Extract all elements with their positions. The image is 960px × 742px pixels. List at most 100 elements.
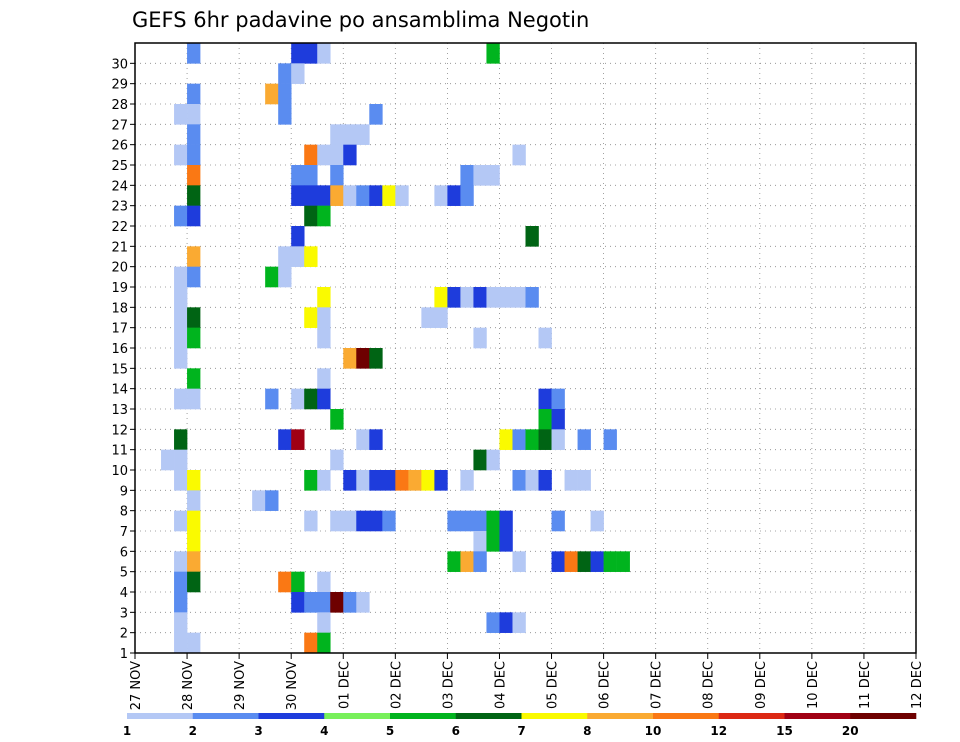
precip-cell	[278, 104, 292, 125]
precip-cell	[473, 551, 487, 572]
precip-cell	[317, 470, 331, 491]
precip-cell	[369, 510, 383, 532]
precip-cell	[187, 43, 201, 64]
precip-cell	[174, 551, 188, 572]
precip-cell	[291, 185, 305, 206]
precip-cell	[356, 510, 370, 532]
plot-area	[134, 42, 917, 654]
precip-cell	[278, 63, 292, 84]
precip-cell	[291, 571, 305, 593]
y-tick-label: 20	[111, 261, 128, 276]
precip-cell	[174, 205, 188, 227]
colorbar-label: 10	[645, 724, 662, 738]
precip-cell	[187, 185, 201, 206]
x-tick-label: 09 DEC	[754, 661, 769, 709]
precip-cell	[291, 43, 305, 64]
precip-cell	[317, 632, 331, 654]
precip-cell	[291, 592, 305, 613]
colorbar-swatch	[718, 713, 785, 719]
x-tick-label: 03 DEC	[441, 661, 456, 709]
precip-cell	[317, 205, 331, 227]
precip-cell	[499, 287, 513, 308]
y-tick-label: 24	[111, 179, 128, 194]
precip-cell	[187, 165, 201, 186]
precip-cell	[473, 327, 487, 349]
colorbar-label: 12	[710, 724, 727, 738]
precip-cell	[512, 612, 526, 633]
precip-cell	[434, 470, 448, 491]
colorbar-swatch	[192, 713, 259, 719]
precip-cell	[486, 449, 500, 471]
y-tick-label: 3	[120, 606, 128, 621]
precip-cell	[499, 429, 513, 450]
y-tick-label: 6	[120, 545, 128, 560]
x-tick-label: 07 DEC	[650, 661, 665, 709]
precip-cell	[551, 510, 565, 532]
x-tick-label: 30 NOV	[285, 661, 300, 710]
colorbar-swatch	[653, 713, 720, 719]
precip-cell	[512, 287, 526, 308]
precip-cell	[187, 632, 201, 654]
precip-cell	[291, 63, 305, 84]
precip-cell	[304, 470, 318, 491]
precip-cell	[551, 409, 565, 430]
x-tick-label: 29 NOV	[233, 661, 248, 710]
precip-cell	[265, 388, 279, 410]
precipitation-cells	[161, 43, 630, 654]
colorbar-swatch	[587, 713, 654, 719]
y-tick-label: 13	[111, 403, 128, 418]
colorbar-label: 1	[123, 724, 131, 738]
precip-cell	[330, 592, 344, 613]
y-tick-label: 27	[111, 118, 128, 133]
precip-cell	[187, 388, 201, 410]
precip-cell	[330, 409, 344, 430]
precip-cell	[317, 287, 331, 308]
precip-cell	[512, 429, 526, 450]
y-tick-label: 14	[111, 383, 128, 398]
precip-cell	[512, 551, 526, 572]
precip-cell	[486, 612, 500, 633]
x-axis-ticks: 27 NOV 28 NOV 29 NOV 30 NOV 01 DEC 02 DEC 03 D…	[129, 653, 925, 710]
precip-cell	[304, 388, 318, 410]
y-tick-label: 15	[111, 362, 128, 377]
precip-cell	[187, 490, 201, 511]
precip-cell	[317, 388, 331, 410]
precip-cell	[304, 185, 318, 206]
x-tick-label: 05 DEC	[546, 661, 561, 709]
precip-cell	[460, 551, 474, 572]
colorbar-swatch	[127, 713, 194, 719]
precip-cell	[343, 348, 357, 369]
precip-cell	[304, 307, 318, 328]
precip-cell	[161, 449, 175, 471]
x-tick-label: 06 DEC	[598, 661, 613, 709]
colorbar-swatch	[258, 713, 325, 719]
precip-cell	[265, 266, 279, 288]
precip-cell	[187, 551, 201, 572]
colorbar-label: 4	[320, 724, 328, 738]
precip-cell	[317, 612, 331, 633]
precip-cell	[174, 287, 188, 308]
precip-cell	[291, 165, 305, 186]
x-tick-label: 11 DEC	[858, 661, 873, 709]
y-tick-label: 19	[111, 281, 128, 296]
colorbar-label: 15	[776, 724, 793, 738]
precip-cell	[486, 510, 500, 532]
precip-cell	[174, 388, 188, 410]
precip-cell	[551, 429, 565, 450]
precip-cell	[330, 124, 344, 145]
precip-cell	[382, 185, 396, 206]
precip-cell	[304, 510, 318, 532]
x-tick-label: 10 DEC	[806, 661, 821, 709]
precip-cell	[460, 165, 474, 186]
precip-cell	[174, 571, 188, 593]
precip-cell	[382, 470, 396, 491]
precip-cell	[460, 287, 474, 308]
precip-cell	[369, 470, 383, 491]
y-tick-label: 18	[111, 301, 128, 316]
y-tick-label: 4	[120, 586, 128, 601]
precip-cell	[187, 246, 201, 267]
precip-cell	[174, 592, 188, 613]
precip-cell	[278, 83, 292, 105]
y-tick-label: 25	[111, 159, 128, 174]
